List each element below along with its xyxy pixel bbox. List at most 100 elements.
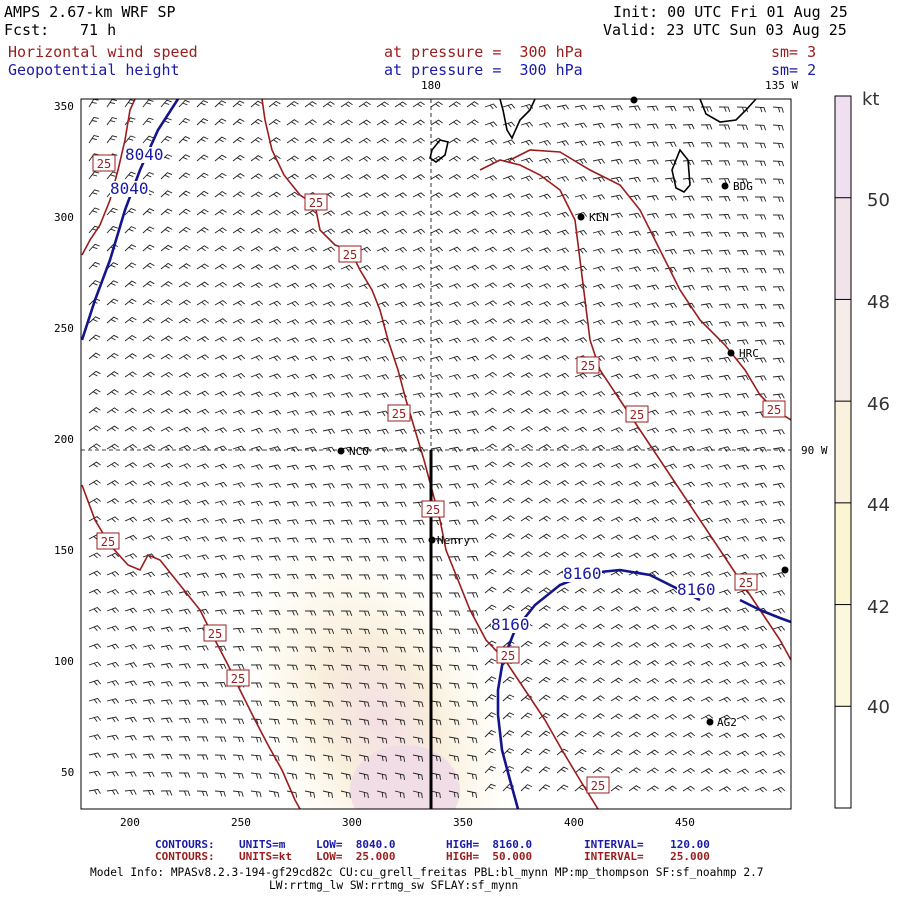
- wind-barb: [250, 427, 264, 434]
- wind-barb: [160, 335, 173, 342]
- wind-barb: [124, 680, 137, 687]
- wind-barb: [718, 589, 732, 596]
- wind-barb: [718, 285, 731, 291]
- wind-barb: [286, 682, 299, 689]
- wind-barb: [718, 499, 732, 506]
- wind-barb: [610, 373, 624, 380]
- wind-barb: [664, 123, 677, 130]
- wind-barb: [736, 750, 750, 757]
- wind-barb: [448, 373, 462, 380]
- wind-barb: [646, 713, 659, 720]
- wind-barb: [160, 517, 174, 524]
- wind-barb: [376, 556, 389, 562]
- wind-barb: [214, 409, 228, 415]
- wind-barb: [736, 339, 749, 345]
- wind-barb: [538, 283, 552, 289]
- wind-barb: [448, 718, 460, 726]
- wind-barb: [286, 137, 299, 144]
- wind-barb: [646, 230, 659, 237]
- wind-barb: [412, 264, 426, 271]
- wind-barb: [610, 266, 624, 272]
- wind-barb: [574, 766, 587, 774]
- x-tick-450: 450: [675, 816, 695, 829]
- wind-barb: [664, 624, 678, 631]
- wind-barb: [232, 300, 245, 307]
- wind-barb: [178, 226, 191, 234]
- wind-barb: [394, 682, 406, 690]
- wind-barb: [520, 569, 533, 576]
- wind-barb: [178, 117, 190, 126]
- wind-barb: [322, 173, 335, 180]
- wind-barb: [520, 640, 533, 648]
- wind-barb: [376, 664, 388, 671]
- wind-barb: [340, 574, 353, 580]
- wind-barb: [664, 141, 677, 148]
- wind-barb: [592, 140, 605, 147]
- wind-barb: [358, 337, 372, 344]
- wind-barb: [160, 172, 173, 180]
- wind-barb: [88, 552, 102, 559]
- wind-barb: [592, 659, 605, 666]
- wind-barb: [430, 119, 443, 126]
- wind-barb: [520, 336, 534, 343]
- wind-barb: [250, 336, 264, 343]
- wind-barb: [754, 768, 768, 775]
- x-tick-300: 300: [342, 816, 362, 829]
- wind-barb: [250, 264, 263, 270]
- wind-barb: [322, 337, 336, 344]
- wind-barb: [376, 264, 390, 271]
- wind-barb: [484, 479, 497, 486]
- wind-barb: [412, 355, 426, 362]
- wind-barb: [196, 590, 209, 597]
- wind-barb: [592, 623, 605, 630]
- height-label-1: 8040: [125, 145, 164, 164]
- wind-barb: [268, 573, 281, 580]
- wind-barb: [592, 391, 606, 397]
- wind-barb: [286, 464, 299, 471]
- wind-barb: [250, 245, 263, 252]
- wind-barb: [592, 230, 606, 236]
- meridian-label-180: 180: [421, 79, 441, 92]
- wind-barb: [232, 664, 245, 670]
- wind-barb: [466, 555, 479, 562]
- wind-barb: [538, 354, 552, 361]
- wind-barb: [196, 663, 209, 670]
- wind-barb: [682, 231, 695, 237]
- wind-barb: [484, 515, 497, 522]
- wind-barb: [520, 461, 533, 468]
- wind-barb: [502, 515, 515, 522]
- wind-barb: [106, 516, 119, 523]
- wind-barb: [196, 536, 210, 542]
- wind-barb: [88, 370, 101, 378]
- wind-barb: [466, 392, 480, 398]
- wind-barb: [700, 177, 713, 184]
- wind-barb: [304, 282, 318, 289]
- wind-barb: [233, 700, 245, 706]
- wind-barb: [376, 736, 388, 744]
- wind-barb: [736, 643, 750, 650]
- wind-barb: [232, 354, 246, 361]
- wind-barb: [574, 712, 587, 720]
- wind-barb: [538, 300, 552, 307]
- height-label-4: 8160: [563, 564, 602, 583]
- wind-barb: [646, 588, 660, 595]
- wind-barb: [556, 659, 569, 666]
- wind-barb: [340, 228, 354, 235]
- wind-barb: [88, 334, 101, 342]
- wind-barb: [718, 196, 731, 202]
- wind-barb: [286, 373, 300, 380]
- wind-barb: [682, 463, 696, 470]
- init-time: Init: 00 UTC Fri 01 Aug 25: [613, 3, 848, 21]
- wind-barb: [700, 142, 713, 148]
- wind-barb: [178, 372, 191, 379]
- wind-barb: [556, 336, 570, 343]
- wind-barb: [466, 574, 479, 580]
- wind-barb: [124, 407, 137, 414]
- wind-barb: [448, 264, 462, 271]
- wind-barb: [88, 443, 101, 450]
- wind-barb: [538, 748, 551, 756]
- wind-barb: [664, 213, 677, 219]
- wind-barb: [340, 137, 353, 144]
- wind-barb: [412, 246, 426, 253]
